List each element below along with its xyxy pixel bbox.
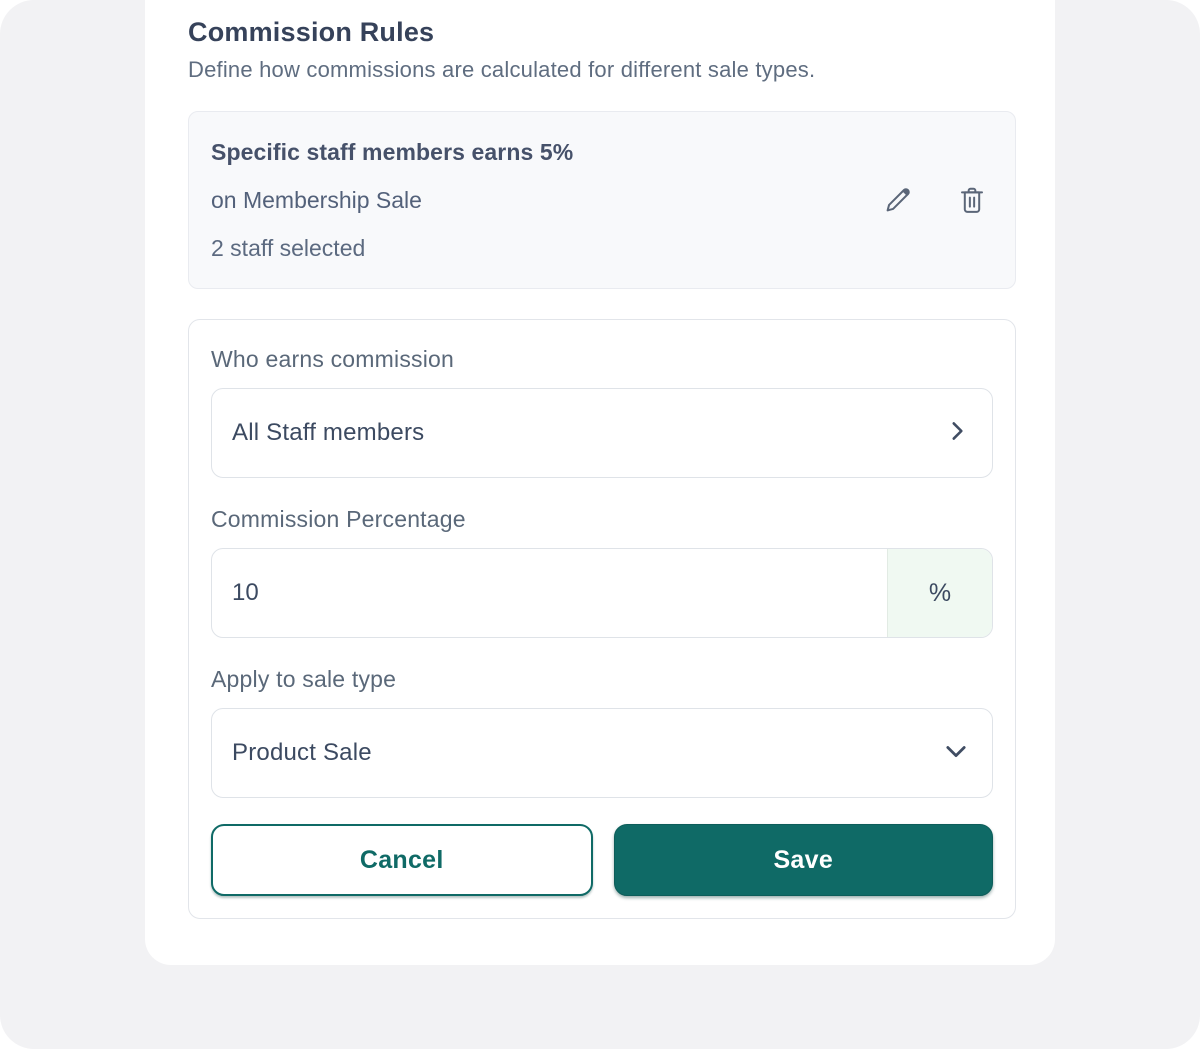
sale-type-label: Apply to sale type [211, 666, 397, 692]
rule-summary: Specific staff members earns 5% on Membe… [211, 139, 573, 262]
percentage-group: Commission Percentage % [211, 505, 993, 638]
who-earns-label: Who earns commission [211, 346, 455, 372]
form-actions: Cancel Save [211, 824, 993, 896]
panel-content: Commission Rules Define how commissions … [145, 0, 1055, 919]
who-earns-select[interactable]: All Staff members [211, 388, 993, 478]
rule-actions [881, 183, 989, 217]
trash-icon [956, 184, 988, 216]
pencil-icon [882, 184, 914, 216]
commission-rule-form: Who earns commission All Staff members C… [188, 319, 1016, 919]
save-button[interactable]: Save [613, 824, 993, 896]
page-subtitle: Define how commissions are calculated fo… [188, 57, 816, 82]
sale-type-group: Apply to sale type Product Sale [211, 665, 993, 798]
chevron-right-icon [944, 418, 970, 449]
percentage-field: % [211, 548, 993, 638]
rule-staff-count: 2 staff selected [211, 234, 366, 261]
commission-rules-panel: Commission Rules Define how commissions … [145, 0, 1055, 965]
who-earns-value: All Staff members [232, 419, 425, 446]
page-title: Commission Rules [188, 17, 435, 47]
rule-title: Specific staff members earns 5% [211, 138, 574, 165]
chevron-down-icon [942, 737, 970, 770]
sale-type-select[interactable]: Product Sale [211, 708, 993, 798]
rule-sale-type: on Membership Sale [211, 186, 422, 213]
sale-type-value: Product Sale [232, 739, 372, 766]
commission-rule-card: Specific staff members earns 5% on Membe… [188, 111, 1016, 289]
edit-rule-button[interactable] [881, 183, 915, 217]
who-earns-group: Who earns commission All Staff members [211, 345, 993, 478]
cancel-button[interactable]: Cancel [211, 824, 593, 896]
percentage-input[interactable] [212, 549, 887, 637]
percentage-label: Commission Percentage [211, 506, 466, 532]
delete-rule-button[interactable] [955, 183, 989, 217]
percentage-suffix: % [887, 549, 992, 637]
